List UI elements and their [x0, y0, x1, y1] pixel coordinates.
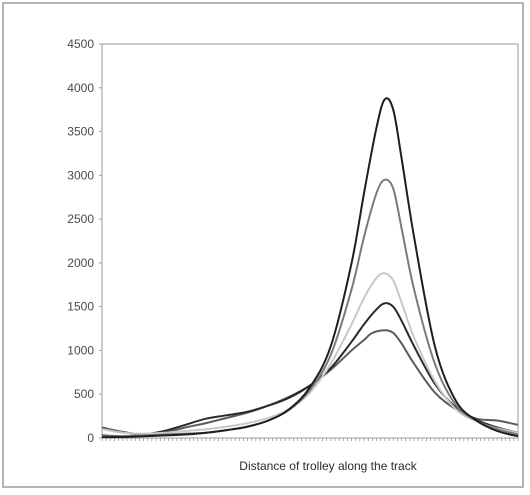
- y-tick-label: 500: [74, 387, 94, 401]
- series-line-1: [101, 329, 519, 436]
- plot-border: [101, 43, 519, 439]
- series-line-5: [101, 97, 519, 439]
- y-tick-label: 2500: [67, 212, 94, 226]
- y-tick-label: 1000: [67, 343, 94, 357]
- y-tick-label: 4500: [67, 37, 94, 51]
- plot-area: [101, 43, 519, 439]
- y-tick-label: 2000: [67, 256, 94, 270]
- y-tick-label: 0: [87, 431, 94, 445]
- series-line-3: [101, 272, 519, 435]
- series-line-2: [101, 302, 519, 438]
- series-lines: [101, 97, 519, 439]
- series-line-4: [101, 178, 519, 438]
- y-tick-label: 3000: [67, 168, 94, 182]
- y-tick-label: 3500: [67, 125, 94, 139]
- y-tick-label: 4000: [67, 81, 94, 95]
- y-tick-label: 1500: [67, 300, 94, 314]
- x-axis-label: Distance of trolley along the track: [239, 459, 417, 473]
- y-axis-ticks: 0 500 1000 1500 2000 2500 3000 3500 4000 4500: [67, 37, 519, 445]
